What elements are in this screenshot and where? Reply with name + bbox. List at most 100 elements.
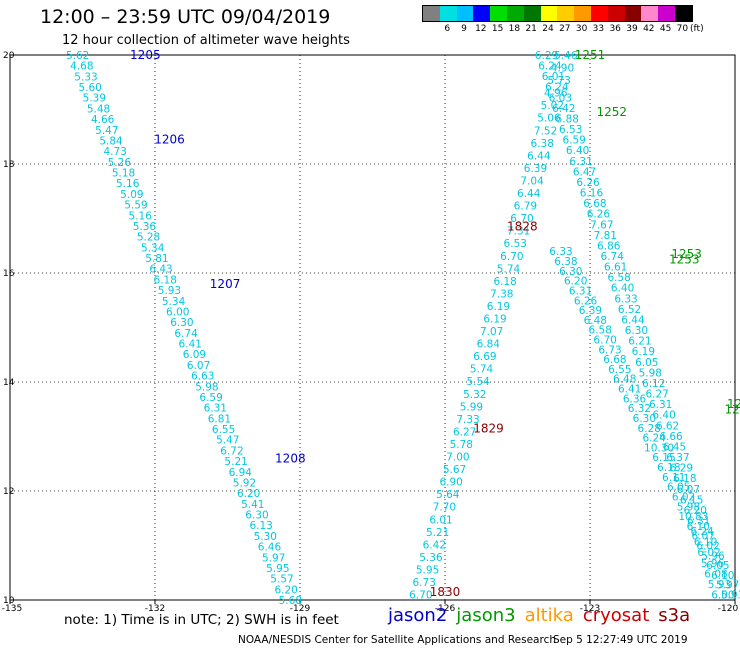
swh-value: 6.63 [191, 371, 214, 383]
swh-value: 5.46 [554, 50, 578, 62]
swh-value: 6.84 [477, 339, 501, 351]
swh-value: 5.93 [158, 285, 181, 297]
swh-value: 5.41 [241, 499, 264, 511]
swh-value: 5.93 [721, 590, 740, 602]
satellite-legend: jason2 jason3 altika cryosat s3a [388, 605, 690, 626]
swh-value: 6.32 [628, 403, 651, 415]
swh-value: 6.30 [245, 510, 268, 522]
swh-value: 6.81 [208, 413, 231, 425]
swh-value: 6.10 [694, 537, 717, 549]
swh-value: 5.92 [233, 477, 256, 489]
legend-s3a: s3a [658, 605, 691, 626]
scale-label-33: 33 [592, 24, 605, 34]
swh-value: 6.40 [652, 410, 675, 422]
swh-value: 6.07 [677, 484, 700, 496]
swh-value: 6.05 [667, 482, 690, 494]
swh-value: 6.19 [487, 301, 510, 313]
swh-value: 7.00 [446, 452, 469, 464]
swh-value: 6.36 [623, 393, 647, 405]
time-label: 1208 [275, 451, 306, 465]
swh-value: 6.31 [649, 399, 672, 411]
scale-label-9: 9 [461, 24, 467, 34]
swh-value: 4.96 [544, 88, 568, 100]
swh-value: 6.30 [559, 266, 582, 278]
swh-value: 5.67 [443, 464, 466, 476]
legend-jason3: jason3 [456, 605, 516, 626]
scale-label-70: 70 [676, 24, 689, 34]
swh-value: 6.24 [545, 82, 569, 94]
swh-value: 6.62 [656, 420, 679, 432]
time-label: 1254 [725, 402, 740, 416]
swh-value: 6.70 [593, 334, 616, 346]
time-label: 1251 [575, 48, 606, 62]
swh-value: 6.02 [697, 547, 720, 559]
scale-swatch-33 [590, 6, 608, 21]
swh-value: 5.34 [162, 296, 186, 308]
swh-value: 6.18 [493, 276, 516, 288]
swh-value: 5.60 [78, 82, 101, 94]
swh-value: 6.68 [583, 198, 606, 210]
swh-value: 6.37 [666, 452, 689, 464]
swh-value: 5.95 [416, 564, 439, 576]
swh-value: 6.79 [514, 201, 537, 213]
swh-value: 5.98 [195, 381, 218, 393]
swh-value: 6.40 [611, 283, 634, 295]
swh-value: 6.27 [645, 389, 668, 401]
swh-value: 6.70 [409, 590, 432, 602]
swh-value: 6.29 [670, 463, 693, 475]
swh-value: 6.29 [535, 50, 558, 62]
legend-jason2: jason2 [388, 605, 448, 626]
swh-value: 5.54 [466, 376, 490, 388]
swh-value: 6.69 [473, 351, 496, 363]
swh-value: 6.01 [429, 514, 452, 526]
swh-value: 5.97 [262, 552, 285, 564]
swh-value: 5.68 [279, 595, 302, 607]
swh-value: 5.62 [66, 50, 89, 62]
time-label: 1829 [473, 421, 504, 435]
swh-value: 5.34 [141, 242, 165, 254]
swh-value: 5.57 [270, 574, 293, 586]
scale-label-21: 21 [525, 24, 537, 34]
swh-value: 5.64 [436, 489, 460, 501]
x-tick-label: -120 [718, 604, 739, 614]
scale-label-15: 15 [491, 24, 504, 34]
swh-value: 6.11 [662, 472, 685, 484]
time-label: 1254 [727, 397, 740, 411]
swh-value: 6.74 [174, 328, 198, 340]
generated-timestamp: Sep 5 12:27:49 UTC 2019 [553, 634, 688, 646]
swh-value: 7.07 [480, 326, 503, 338]
swh-value: 7.04 [520, 175, 544, 187]
swh-value: 7.81 [594, 230, 617, 242]
footer-credit: NOAA/NESDIS Center for Satellite Applica… [238, 634, 556, 646]
swh-value: 6.41 [179, 339, 202, 351]
swh-value: 5.93 [708, 579, 731, 591]
swh-value: 6.15 [652, 452, 675, 464]
y-tick-label: 20 [3, 51, 15, 61]
swh-value: 7.70 [433, 502, 456, 514]
swh-value: 5.39 [83, 93, 106, 105]
swh-value: 6.24 [642, 433, 666, 445]
swh-value: 6.94 [229, 467, 253, 479]
swh-value: 6.08 [704, 568, 727, 580]
x-tick-label: -129 [290, 604, 311, 614]
swh-value: 6.88 [556, 113, 579, 125]
swh-value: 6.58 [589, 325, 612, 337]
scale-swatch-45 [658, 6, 675, 21]
swh-value: 5.99 [460, 401, 483, 413]
swh-value: 6.33 [549, 246, 572, 258]
swh-value: 7.52 [534, 125, 557, 137]
swh-value: 6.53 [504, 238, 527, 250]
swh-value: 5.48 [87, 103, 110, 115]
swh-value: 6.45 [663, 441, 686, 453]
swh-value: 6.90 [439, 477, 462, 489]
time-label: 1207 [210, 277, 241, 291]
swh-value: 6.21 [628, 336, 651, 348]
note-text: note: 1) Time is in UTC; 2) SWH is in fe… [64, 612, 339, 628]
swh-value: 6.59 [562, 135, 585, 147]
scale-swatch-24 [540, 6, 558, 21]
x-tick-label: -123 [580, 604, 600, 614]
swh-value: 7.31 [507, 226, 530, 238]
swh-value: 6.12 [642, 378, 665, 390]
swh-value: 6.01 [542, 71, 565, 83]
